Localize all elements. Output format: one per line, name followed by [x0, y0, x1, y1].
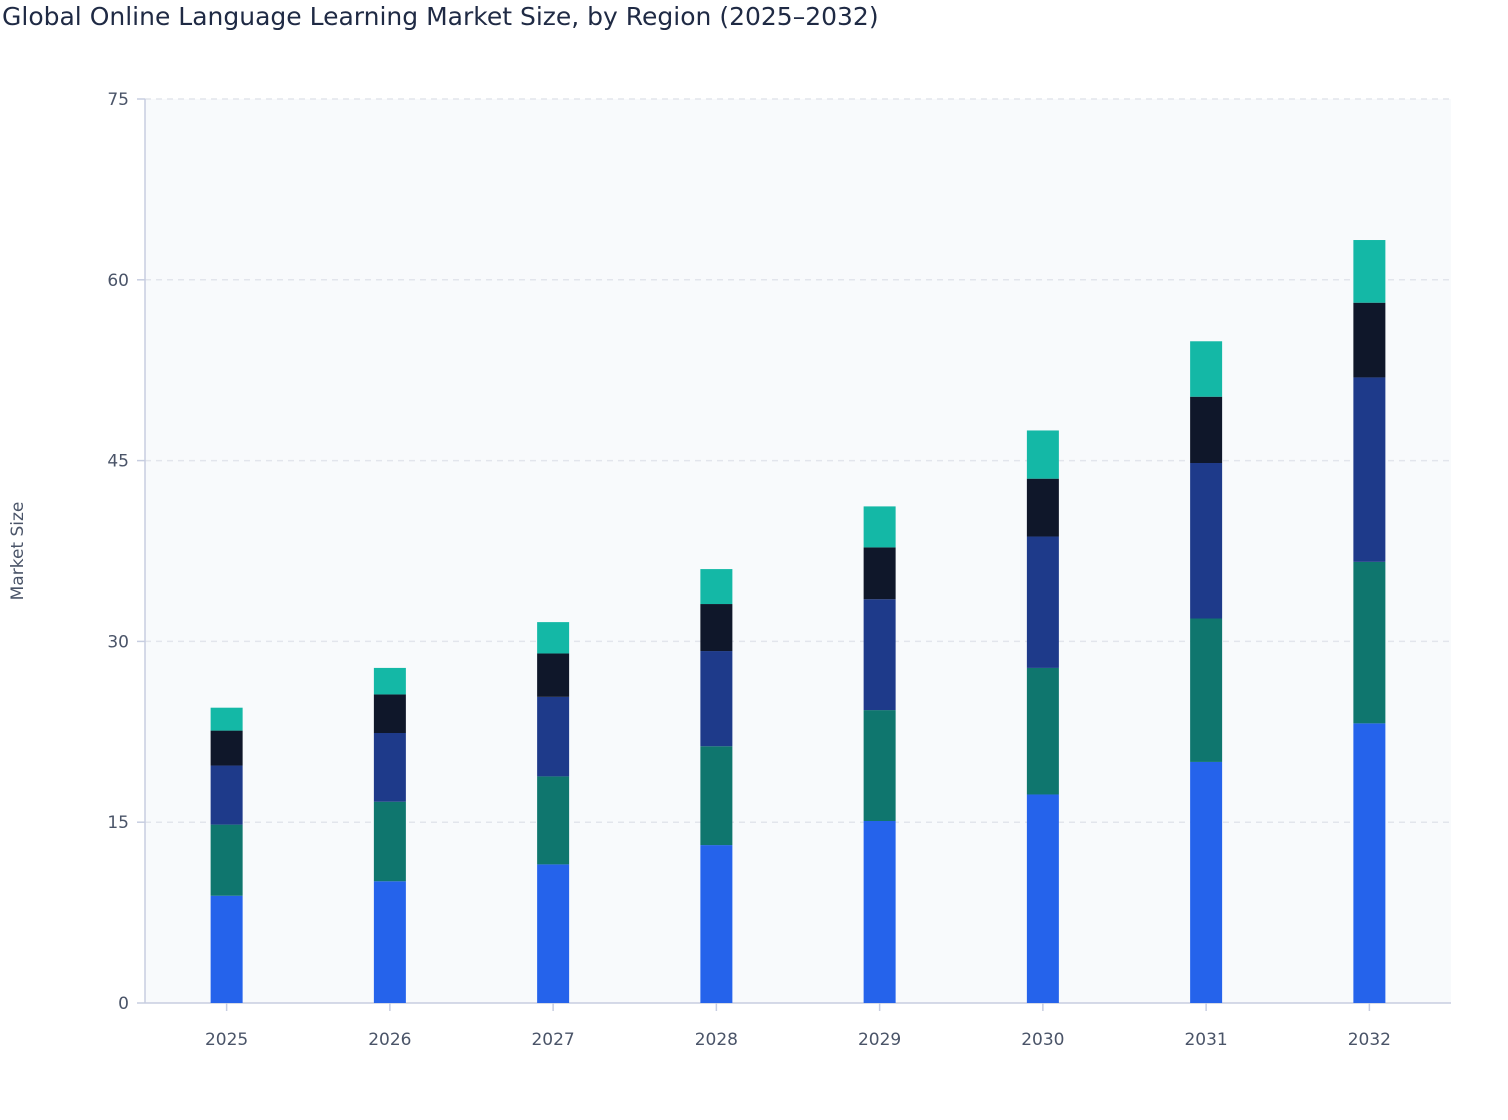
x-tick-label: 2025 [205, 1030, 248, 1050]
x-tick-label: 2027 [531, 1030, 574, 1050]
bar-segment-2032-3 [1353, 302, 1386, 378]
bar-segment-2028-3 [700, 604, 733, 652]
bar-segment-2032-1 [1353, 561, 1386, 724]
plot-area [145, 99, 1451, 1003]
x-tick-label: 2032 [1348, 1030, 1391, 1050]
bar-segment-2030-2 [1026, 536, 1059, 668]
y-axis-label: Market Size [8, 502, 28, 601]
bar-segment-2027-2 [537, 696, 570, 777]
bar-segment-2026-4 [373, 667, 406, 695]
bar-segment-2025-2 [210, 765, 243, 825]
chart-title: Global Online Language Learning Market S… [2, 2, 879, 31]
bar-segment-2032-0 [1353, 723, 1386, 1003]
bar-segment-2029-1 [863, 710, 896, 821]
y-tick-label: 60 [107, 271, 129, 291]
y-tick-label: 15 [107, 813, 129, 833]
bar-segment-2028-1 [700, 746, 733, 846]
x-tick-label: 2026 [368, 1030, 411, 1050]
bar-segment-2028-2 [700, 651, 733, 747]
bar-segment-2026-0 [373, 881, 406, 1003]
bar-segment-2030-0 [1026, 794, 1059, 1003]
bar-segment-2025-1 [210, 824, 243, 896]
bar-segment-2027-1 [537, 776, 570, 865]
bar-segment-2027-0 [537, 864, 570, 1003]
bar-segment-2027-3 [537, 653, 570, 697]
bar-segment-2026-1 [373, 801, 406, 882]
bar-segment-2026-2 [373, 733, 406, 802]
bar-segment-2025-0 [210, 895, 243, 1003]
bar-segment-2029-4 [863, 506, 896, 548]
bar-segment-2028-4 [700, 569, 733, 605]
x-tick-label: 2028 [695, 1030, 738, 1050]
bar-segment-2028-0 [700, 845, 733, 1003]
bar-segment-2030-4 [1026, 430, 1059, 479]
bar-segment-2031-1 [1190, 618, 1223, 762]
bar-segment-2032-2 [1353, 377, 1386, 562]
bar-segment-2025-3 [210, 730, 243, 766]
bar-segment-2031-0 [1190, 761, 1223, 1003]
bar-segment-2030-1 [1026, 667, 1059, 795]
x-tick-label: 2030 [1021, 1030, 1064, 1050]
bar-segment-2029-0 [863, 820, 896, 1003]
bar-segment-2030-3 [1026, 478, 1059, 537]
bar-segment-2026-3 [373, 694, 406, 734]
bar-segment-2031-2 [1190, 463, 1223, 619]
bar-segment-2029-3 [863, 547, 896, 600]
y-tick-label: 0 [118, 994, 129, 1014]
y-tick-label: 75 [107, 90, 129, 110]
bar-segment-2031-4 [1190, 341, 1223, 397]
bar-segment-2029-2 [863, 599, 896, 711]
y-tick-label: 45 [107, 452, 129, 472]
bar-segment-2031-3 [1190, 396, 1223, 464]
bar-segment-2032-4 [1353, 240, 1386, 303]
x-tick-label: 2031 [1184, 1030, 1227, 1050]
bar-segment-2025-4 [210, 707, 243, 731]
bar-segment-2027-4 [537, 622, 570, 654]
y-tick-label: 30 [107, 632, 129, 652]
x-tick-label: 2029 [858, 1030, 901, 1050]
